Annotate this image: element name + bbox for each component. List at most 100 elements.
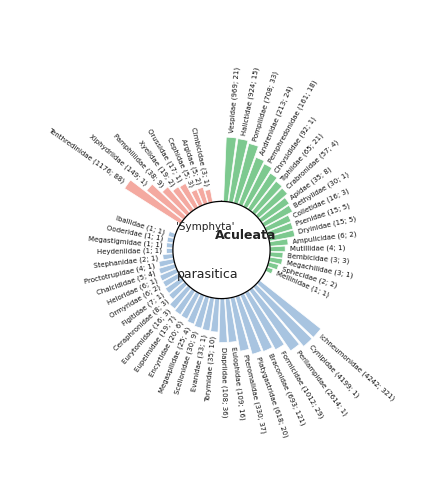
- Text: Ampulicidae (6; 2): Ampulicidae (6; 2): [292, 230, 357, 244]
- Bar: [168, 232, 176, 238]
- Text: Proctotrupidae (4; 1): Proctotrupidae (4; 1): [84, 262, 156, 285]
- Text: Argidae (5; 2): Argidae (5; 2): [180, 138, 202, 185]
- Text: Aculeata: Aculeata: [215, 229, 276, 242]
- Bar: [248, 173, 277, 212]
- Bar: [162, 187, 190, 216]
- Bar: [211, 298, 219, 332]
- Bar: [163, 254, 174, 260]
- Text: Mutillidae (4; 1): Mutillidae (4; 1): [289, 244, 345, 252]
- Text: Eurytomidae (16; 3): Eurytomidae (16; 3): [121, 308, 172, 365]
- Text: Bembicidae (3; 3): Bembicidae (3; 3): [287, 252, 350, 264]
- Bar: [180, 184, 198, 210]
- Text: Tenthredinidae (1176; 88): Tenthredinidae (1176; 88): [47, 126, 126, 184]
- Text: Dryinidae (15; 5): Dryinidae (15; 5): [298, 216, 357, 236]
- Text: Cimbicidae (3; 1): Cimbicidae (3; 1): [190, 126, 210, 186]
- Bar: [268, 230, 295, 241]
- Bar: [249, 288, 299, 351]
- Text: Tiphiidae (65; 21): Tiphiidae (65; 21): [280, 132, 325, 182]
- Text: Chrysididae (92; 1): Chrysididae (92; 1): [273, 115, 317, 174]
- Bar: [205, 190, 213, 203]
- Text: Psenidae (15; 5): Psenidae (15; 5): [295, 202, 351, 228]
- Bar: [267, 262, 279, 270]
- Bar: [259, 198, 289, 222]
- Text: Chalcididae (5; 4): Chalcididae (5; 4): [96, 270, 157, 296]
- Text: Cynipidae (4199; 1): Cynipidae (4199; 1): [308, 344, 361, 399]
- Text: Sphecidae (2; 2): Sphecidae (2; 2): [281, 266, 338, 288]
- Bar: [224, 137, 237, 202]
- Text: Cephidae (5; 3): Cephidae (5; 3): [166, 136, 195, 188]
- Bar: [262, 206, 292, 227]
- Text: Mellinidae (1; 1): Mellinidae (1; 1): [275, 270, 330, 298]
- Bar: [269, 257, 283, 264]
- Bar: [270, 252, 283, 258]
- Text: Megaspilidae (25; 4): Megaspilidae (25; 4): [158, 326, 192, 394]
- Bar: [230, 297, 249, 351]
- Bar: [219, 298, 227, 343]
- Text: 'Symphyta': 'Symphyta': [176, 222, 235, 232]
- Text: Crabronidae (57; 4): Crabronidae (57; 4): [286, 139, 340, 190]
- Bar: [173, 187, 194, 212]
- Text: Eulophidae (109; 16): Eulophidae (109; 16): [230, 346, 245, 420]
- Bar: [229, 138, 248, 202]
- Bar: [235, 295, 261, 354]
- Text: Stephanidae (2; 1): Stephanidae (2; 1): [93, 254, 159, 269]
- Bar: [243, 164, 272, 208]
- Text: Pemphredonidae (161; 18): Pemphredonidae (161; 18): [268, 78, 319, 164]
- Text: Megastigmidae (1; 1): Megastigmidae (1; 1): [88, 235, 163, 248]
- Text: Eupelmidae (19; 7): Eupelmidae (19; 7): [134, 314, 178, 373]
- Bar: [187, 294, 205, 324]
- Bar: [267, 222, 293, 236]
- Text: Braconidae (693; 121): Braconidae (693; 121): [267, 352, 306, 426]
- Bar: [245, 290, 284, 350]
- Bar: [270, 246, 285, 252]
- Bar: [256, 188, 288, 218]
- Text: Heydeniidae (1; 1): Heydeniidae (1; 1): [97, 248, 162, 256]
- Text: Ceraphronidae (8; 3): Ceraphronidae (8; 3): [113, 298, 170, 352]
- Text: Formicidae (1012; 29): Formicidae (1012; 29): [280, 349, 325, 419]
- Bar: [191, 190, 203, 207]
- Text: Xyelidae (19; 2): Xyelidae (19; 2): [136, 139, 175, 188]
- Bar: [240, 293, 272, 352]
- Text: Diapriidae (108; 36): Diapriidae (108; 36): [220, 347, 228, 418]
- Bar: [167, 248, 173, 254]
- Text: Pteromalidae (330; 37): Pteromalidae (330; 37): [242, 354, 267, 434]
- Bar: [181, 292, 200, 319]
- Text: Torymidae (35; 10): Torymidae (35; 10): [205, 336, 217, 402]
- Text: Orussidae (17; 1): Orussidae (17; 1): [146, 128, 183, 183]
- Bar: [198, 188, 208, 205]
- Bar: [175, 288, 195, 314]
- Text: Pamphiliidae (38; 9): Pamphiliidae (38; 9): [112, 132, 164, 188]
- Text: Perilampidae (2614; 1): Perilampidae (2614; 1): [295, 349, 348, 417]
- Text: Pompilidae (708; 33): Pompilidae (708; 33): [252, 70, 280, 142]
- Bar: [265, 267, 273, 274]
- Text: Evanidae (33; 1): Evanidae (33; 1): [191, 334, 208, 392]
- Text: Bethylidae (30; 1): Bethylidae (30; 1): [293, 171, 350, 209]
- Bar: [233, 144, 258, 204]
- Bar: [169, 282, 187, 300]
- Bar: [159, 264, 176, 274]
- Bar: [253, 284, 312, 346]
- Bar: [264, 215, 291, 232]
- Bar: [269, 239, 288, 246]
- Text: Iballidae (1; 1): Iballidae (1; 1): [115, 214, 166, 236]
- Text: Ichneumonidae (4242; 321): Ichneumonidae (4242; 321): [319, 334, 396, 402]
- Bar: [257, 280, 321, 338]
- Text: Ooderidae (1; 1): Ooderidae (1; 1): [106, 224, 164, 242]
- Bar: [167, 242, 173, 248]
- Text: Apidae (35; 8): Apidae (35; 8): [289, 166, 332, 200]
- Text: Encyrtidae (20; 6): Encyrtidae (20; 6): [148, 320, 185, 378]
- Bar: [252, 181, 282, 215]
- Text: Heloridae (6; 1): Heloridae (6; 1): [106, 277, 158, 306]
- Bar: [238, 158, 264, 206]
- Bar: [170, 285, 191, 309]
- Bar: [202, 298, 214, 330]
- Text: Halictidae (924; 15): Halictidae (924; 15): [241, 66, 260, 136]
- Text: Xiphydriidae (149; 1): Xiphydriidae (149; 1): [88, 134, 148, 187]
- Text: Figitidae (7; 1): Figitidae (7; 1): [121, 291, 166, 327]
- Text: Colletidae (16; 3): Colletidae (16; 3): [292, 188, 350, 220]
- Bar: [159, 259, 175, 267]
- Bar: [160, 268, 179, 281]
- Text: Scelionidae (30; 9): Scelionidae (30; 9): [174, 330, 200, 396]
- Bar: [167, 237, 174, 243]
- Text: Platygastridae (618; 20): Platygastridae (618; 20): [255, 356, 289, 438]
